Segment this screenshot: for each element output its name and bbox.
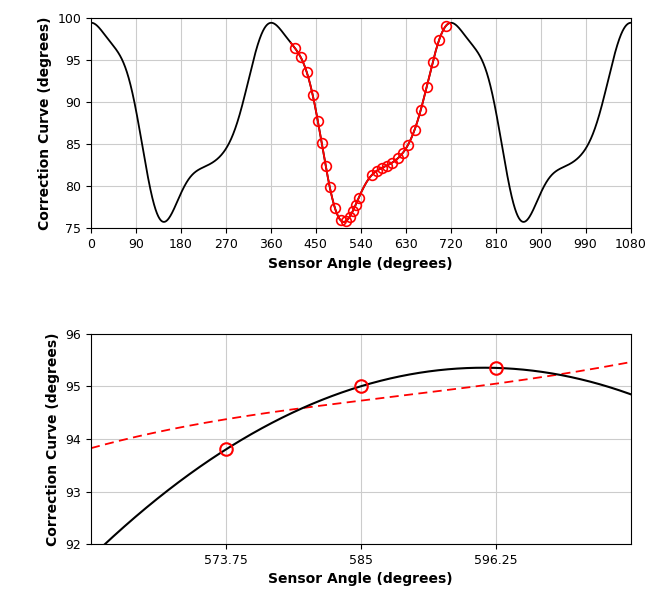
X-axis label: Sensor Angle (degrees): Sensor Angle (degrees) xyxy=(268,572,453,587)
X-axis label: Sensor Angle (degrees): Sensor Angle (degrees) xyxy=(268,257,453,271)
Y-axis label: Correction Curve (degrees): Correction Curve (degrees) xyxy=(46,332,60,546)
Y-axis label: Correction Curve (degrees): Correction Curve (degrees) xyxy=(38,16,52,230)
